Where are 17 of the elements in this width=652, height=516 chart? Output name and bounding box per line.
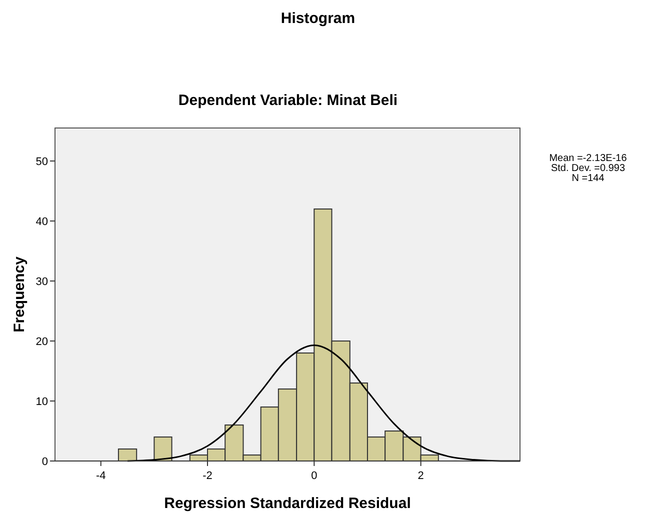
text: Mean =-2.13E-16: [549, 153, 628, 164]
y-tick-label: 0: [42, 456, 48, 468]
x-tick-label: 2: [418, 470, 424, 482]
x-tick-label: -2: [202, 470, 212, 482]
x-axis-title: Regression Standardized Residual: [164, 495, 411, 512]
y-tick-label: 10: [36, 396, 48, 408]
y-tick-label: 30: [36, 276, 48, 288]
x-tick-label: 0: [311, 470, 318, 482]
x-tick-label: -4: [96, 470, 106, 482]
text: N =144: [572, 173, 605, 184]
text: Std. Dev. =0.993: [550, 163, 626, 174]
y-tick-label: 40: [36, 216, 48, 228]
chart-title: Histogram: [280, 10, 356, 27]
y-tick-label: 20: [36, 336, 48, 348]
y-tick-label: 50: [36, 156, 48, 168]
y-axis-title: Frequency: [11, 256, 28, 332]
chart-subtitle: Dependent Variable: Minat Beli: [178, 92, 398, 109]
